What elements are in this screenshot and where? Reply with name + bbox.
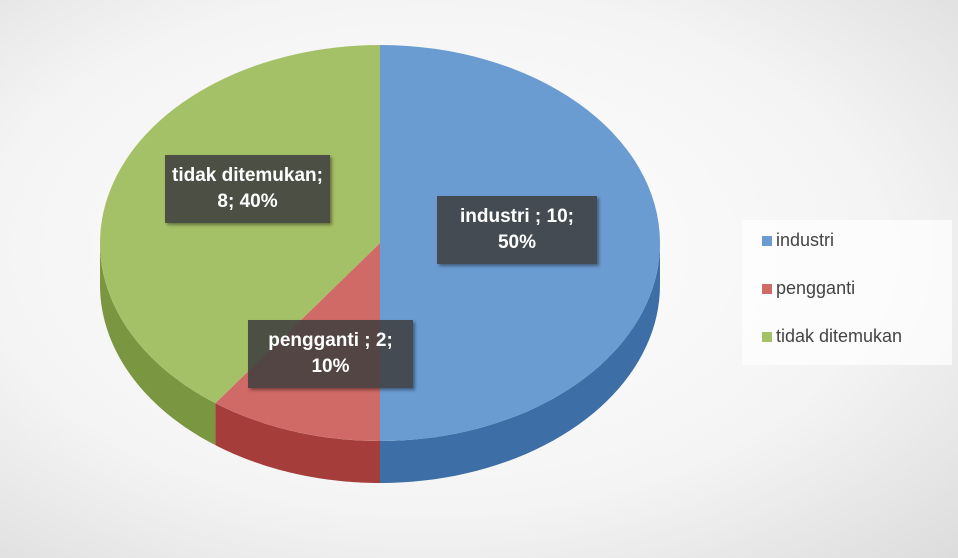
- pie-slice: [100, 45, 381, 404]
- data-label: tidak ditemukan; 8; 40%: [165, 155, 330, 223]
- legend-item: pengganti: [762, 278, 855, 299]
- pie-side: [100, 243, 216, 446]
- legend-label: pengganti: [776, 278, 856, 298]
- legend-item: tidak ditemukan: [762, 326, 902, 347]
- data-label: industri ; 10; 50%: [437, 196, 597, 264]
- pie-side: [215, 403, 380, 483]
- data-label: pengganti ; 2; 10%: [248, 320, 413, 388]
- legend-swatch: [762, 331, 772, 342]
- pie-side: [380, 243, 660, 483]
- legend-item: industri: [762, 230, 834, 251]
- legend-swatch: [762, 283, 772, 294]
- legend-label: tidak ditemukan: [776, 326, 903, 346]
- legend-swatch: [762, 235, 772, 246]
- legend-label: industri: [776, 230, 835, 250]
- legend: industri pengganti tidak ditemukan: [742, 220, 952, 365]
